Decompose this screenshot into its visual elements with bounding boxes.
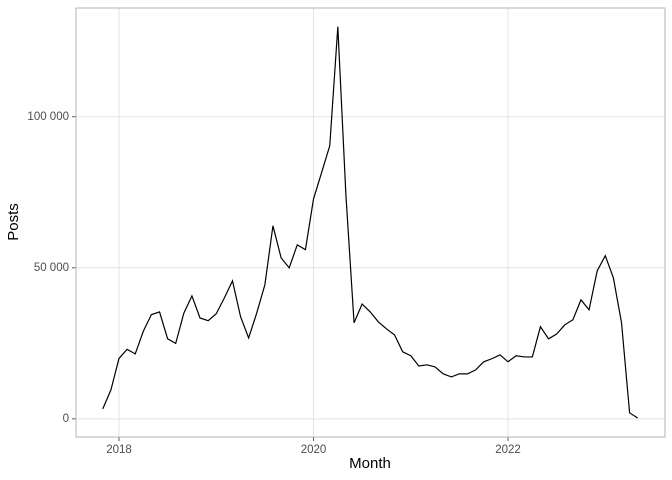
y-tick-label: 0 <box>63 413 69 425</box>
y-tick-label: 100 000 <box>27 111 69 123</box>
x-tick-label: 2020 <box>301 444 327 456</box>
line <box>102 26 638 419</box>
x-tick-label: 2018 <box>106 444 132 456</box>
x-axis-title: Month <box>349 455 391 472</box>
y-axis-title: Posts <box>5 203 22 241</box>
y-tick-label: 50 000 <box>34 262 69 274</box>
x-tick-label: 2022 <box>495 444 521 456</box>
plot-border <box>75 7 666 438</box>
